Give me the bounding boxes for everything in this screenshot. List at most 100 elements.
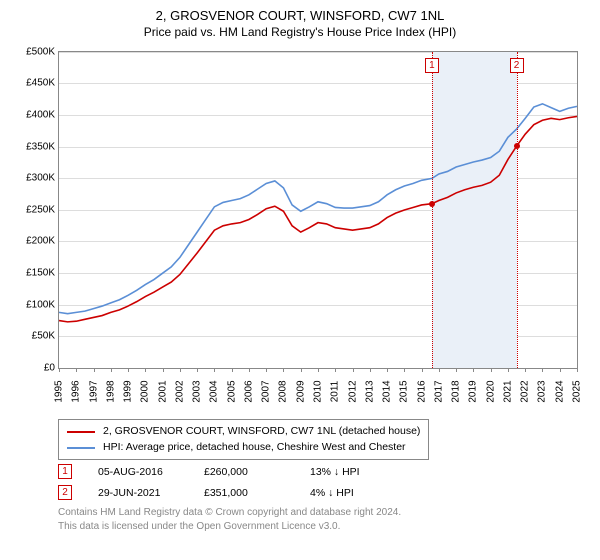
chart-container: 2, GROSVENOR COURT, WINSFORD, CW7 1NL Pr… [0, 0, 600, 560]
x-tick-mark [180, 368, 181, 372]
x-tick-label: 2006 [243, 380, 254, 402]
y-tick-label: £100K [26, 299, 55, 310]
x-tick-label: 1996 [71, 380, 82, 402]
x-tick-label: 2024 [554, 380, 565, 402]
marker-tag: 1 [58, 464, 72, 479]
y-tick-label: £250K [26, 204, 55, 215]
y-tick-label: £500K [26, 46, 55, 57]
x-tick-label: 2019 [468, 380, 479, 402]
marker-tag: 2 [510, 58, 524, 73]
x-tick-mark [387, 368, 388, 372]
x-tick-mark [525, 368, 526, 372]
y-tick-label: £0 [44, 362, 55, 373]
x-tick-label: 2011 [330, 381, 341, 403]
x-tick-mark [59, 368, 60, 372]
marker-tag: 1 [425, 58, 439, 73]
x-tick-mark [577, 368, 578, 372]
legend-row: 2, GROSVENOR COURT, WINSFORD, CW7 1NL (d… [67, 424, 420, 440]
legend-label: 2, GROSVENOR COURT, WINSFORD, CW7 1NL (d… [103, 424, 420, 440]
footer: Contains HM Land Registry data © Crown c… [58, 506, 588, 533]
x-tick-label: 2009 [295, 380, 306, 402]
x-tick-label: 2012 [347, 380, 358, 402]
x-tick-label: 2021 [502, 380, 513, 402]
txn-delta: 4% ↓ HPI [310, 487, 390, 499]
table-row: 2 29-JUN-2021 £351,000 4% ↓ HPI [58, 485, 588, 500]
marker-dot [429, 201, 435, 207]
x-tick-label: 2020 [485, 380, 496, 402]
txn-date: 29-JUN-2021 [98, 487, 178, 499]
x-tick-label: 1997 [88, 380, 99, 402]
txn-price: £351,000 [204, 487, 284, 499]
x-tick-label: 2017 [433, 380, 444, 402]
x-tick-mark [508, 368, 509, 372]
x-tick-mark [491, 368, 492, 372]
chart-title: 2, GROSVENOR COURT, WINSFORD, CW7 1NL [12, 8, 588, 25]
chart-area: £0 £50K £100K £150K £200K £250K £300K £350K £400… [12, 43, 588, 413]
x-tick-label: 2016 [416, 380, 427, 402]
x-tick-label: 2022 [520, 380, 531, 402]
txn-date: 05-AUG-2016 [98, 466, 178, 478]
x-tick-label: 2004 [209, 380, 220, 402]
x-tick-label: 2001 [157, 380, 168, 402]
x-tick-label: 2000 [140, 380, 151, 402]
x-tick-label: 2002 [174, 380, 185, 402]
x-tick-label: 1995 [54, 380, 65, 402]
footer-line: Contains HM Land Registry data © Crown c… [58, 506, 588, 520]
x-tick-mark [266, 368, 267, 372]
y-tick-label: £200K [26, 236, 55, 247]
x-tick-mark [473, 368, 474, 372]
legend-label: HPI: Average price, detached house, Ches… [103, 440, 406, 456]
x-tick-label: 2014 [382, 380, 393, 402]
txn-price: £260,000 [204, 466, 284, 478]
x-tick-mark [163, 368, 164, 372]
x-tick-mark [456, 368, 457, 372]
txn-delta: 13% ↓ HPI [310, 466, 390, 478]
legend-swatch-blue [67, 447, 95, 449]
x-tick-mark [404, 368, 405, 372]
chart-subtitle: Price paid vs. HM Land Registry's House … [12, 25, 588, 39]
footer-line: This data is licensed under the Open Gov… [58, 520, 588, 534]
x-tick-label: 1998 [105, 380, 116, 402]
x-tick-mark [301, 368, 302, 372]
x-tick-label: 2010 [313, 380, 324, 402]
table-row: 1 05-AUG-2016 £260,000 13% ↓ HPI [58, 464, 588, 479]
y-tick-label: £150K [26, 268, 55, 279]
x-tick-mark [145, 368, 146, 372]
x-tick-mark [439, 368, 440, 372]
x-tick-mark [370, 368, 371, 372]
y-tick-label: £450K [26, 78, 55, 89]
y-tick-label: £50K [32, 331, 55, 342]
x-tick-mark [76, 368, 77, 372]
y-tick-label: £350K [26, 141, 55, 152]
x-tick-mark [318, 368, 319, 372]
legend: 2, GROSVENOR COURT, WINSFORD, CW7 1NL (d… [58, 419, 429, 461]
y-tick-label: £300K [26, 173, 55, 184]
x-tick-label: 1999 [123, 380, 134, 402]
x-tick-label: 2018 [451, 380, 462, 402]
x-tick-mark [335, 368, 336, 372]
x-tick-mark [111, 368, 112, 372]
x-tick-mark [232, 368, 233, 372]
x-tick-label: 2013 [364, 380, 375, 402]
x-tick-label: 2007 [261, 380, 272, 402]
x-tick-mark [249, 368, 250, 372]
line-svg [59, 52, 577, 368]
x-tick-label: 2005 [226, 380, 237, 402]
legend-swatch-red [67, 431, 95, 433]
x-tick-label: 2023 [537, 380, 548, 402]
plot-box: £0£50K£100K£150K£200K£250K£300K£350K£400… [58, 51, 578, 369]
y-tick-label: £400K [26, 110, 55, 121]
x-tick-mark [128, 368, 129, 372]
x-tick-label: 2015 [399, 380, 410, 402]
x-tick-mark [542, 368, 543, 372]
legend-row: HPI: Average price, detached house, Ches… [67, 440, 420, 456]
x-tick-mark [283, 368, 284, 372]
hpi-series-line [59, 104, 577, 314]
x-tick-mark [214, 368, 215, 372]
transactions-table: 1 05-AUG-2016 £260,000 13% ↓ HPI 2 29-JU… [58, 464, 588, 500]
x-tick-label: 2008 [278, 380, 289, 402]
x-tick-mark [560, 368, 561, 372]
x-tick-mark [353, 368, 354, 372]
x-tick-label: 2003 [192, 380, 203, 402]
x-tick-label: 2025 [572, 380, 583, 402]
